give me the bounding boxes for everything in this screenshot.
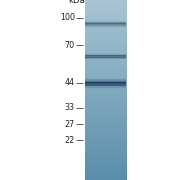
- Bar: [85, 80, 126, 81]
- Bar: [85, 86, 126, 87]
- Bar: [85, 23, 126, 24]
- Bar: [85, 78, 126, 79]
- Bar: [85, 22, 126, 23]
- Bar: [85, 78, 126, 79]
- Bar: [85, 85, 126, 86]
- Bar: [85, 83, 126, 84]
- Text: kDa: kDa: [68, 0, 85, 5]
- Bar: [85, 82, 126, 83]
- Bar: [85, 26, 126, 27]
- Bar: [85, 88, 126, 89]
- Bar: [85, 82, 126, 83]
- Bar: [85, 24, 126, 25]
- Bar: [85, 21, 126, 22]
- Bar: [85, 21, 126, 22]
- Bar: [85, 24, 126, 25]
- Bar: [85, 27, 126, 28]
- Text: 70: 70: [65, 40, 75, 50]
- Text: 27: 27: [64, 120, 75, 129]
- Text: 33: 33: [65, 103, 75, 112]
- Text: 44: 44: [65, 78, 75, 87]
- Bar: [85, 84, 126, 85]
- Bar: [85, 87, 126, 88]
- Bar: [85, 25, 126, 26]
- Bar: [85, 79, 126, 80]
- Bar: [85, 26, 126, 27]
- Bar: [85, 81, 126, 82]
- Text: 22: 22: [64, 136, 75, 145]
- Bar: [85, 23, 126, 24]
- Bar: [85, 83, 126, 84]
- Bar: [85, 81, 126, 82]
- Bar: [85, 80, 126, 81]
- Text: 100: 100: [60, 14, 75, 22]
- Bar: [85, 79, 126, 80]
